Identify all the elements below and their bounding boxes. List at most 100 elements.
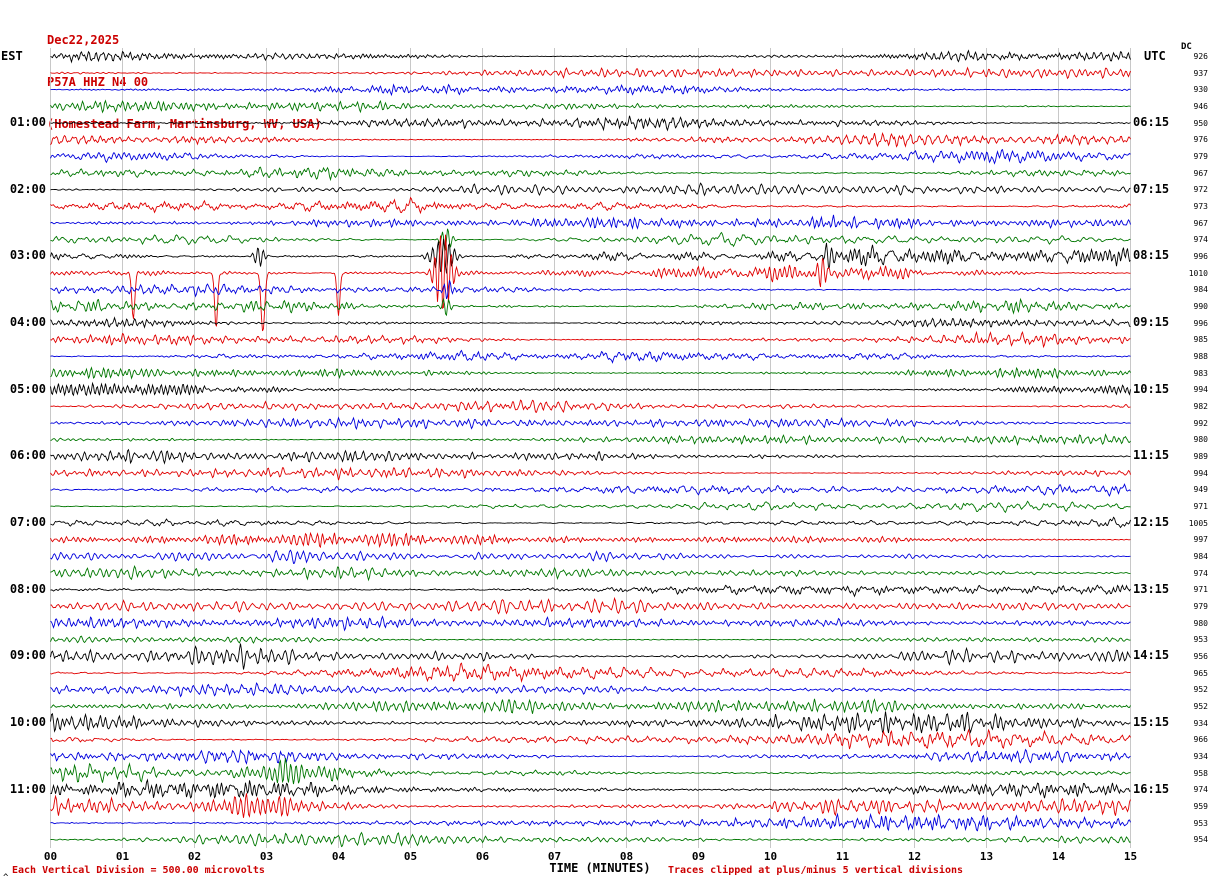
dc-value: 967 — [1193, 218, 1208, 228]
seismic-traces — [50, 49, 1131, 848]
dc-value: 1005 — [1188, 518, 1208, 528]
dc-value: 996 — [1193, 251, 1208, 261]
minute-tick-label: 01 — [115, 850, 130, 863]
trace-row — [50, 831, 1131, 848]
trace-row — [50, 793, 1131, 818]
dc-value: 996 — [1193, 318, 1208, 328]
trace-row — [50, 635, 1131, 644]
trace-row — [50, 238, 1131, 274]
utc-time-label: 10:15 — [1133, 381, 1170, 396]
minute-tick-label: 00 — [43, 850, 58, 863]
utc-time-label: 09:15 — [1133, 315, 1170, 329]
trace-row — [50, 758, 1131, 785]
dc-column-label: DC — [1181, 42, 1192, 52]
trace-row — [50, 182, 1131, 197]
utc-time-label: 14:15 — [1133, 648, 1170, 663]
est-time-label: 01:00 — [9, 115, 46, 129]
est-time-label: 09:00 — [9, 648, 46, 663]
dc-value: 974 — [1193, 235, 1208, 245]
trace-row — [50, 366, 1131, 380]
vertical-division-note: Each Vertical Division = 500.00 microvol… — [12, 865, 265, 876]
minute-tick-label: 03 — [259, 850, 274, 863]
x-axis-title: TIME (MINUTES) — [549, 861, 651, 875]
est-time-label: 03:00 — [9, 248, 46, 263]
minute-tick-label: 08 — [619, 850, 634, 863]
est-time-label: 04:00 — [9, 315, 46, 329]
minute-tick-label: 05 — [403, 850, 418, 863]
utc-time-label: 11:15 — [1133, 448, 1170, 463]
dc-value: 934 — [1193, 718, 1208, 728]
trace-row — [50, 214, 1131, 231]
left-timezone-label: EST — [1, 49, 23, 63]
dc-value: 952 — [1193, 685, 1208, 695]
minute-tick-label: 13 — [979, 850, 994, 863]
minute-tick-label: 04 — [331, 850, 346, 863]
trace-row — [50, 330, 1131, 349]
trace-row — [50, 564, 1131, 582]
trace-row — [50, 196, 1131, 215]
trace-row — [50, 812, 1131, 832]
est-time-label: 06:00 — [9, 448, 46, 463]
right-timezone-label: UTC — [1144, 49, 1166, 63]
trace-row — [50, 711, 1131, 734]
dc-value: 959 — [1193, 801, 1208, 811]
trace-row — [50, 416, 1131, 430]
minute-gridlines — [50, 48, 1131, 848]
clipping-note: Traces clipped at plus/minus 5 vertical … — [668, 865, 964, 876]
trace-row — [50, 297, 1131, 317]
utc-time-label: 07:15 — [1133, 181, 1170, 196]
trace-row — [50, 148, 1131, 165]
trace-row — [50, 399, 1131, 414]
dc-value: 930 — [1193, 85, 1208, 95]
est-time-label: 11:00 — [9, 781, 46, 796]
minute-tick-label: 02 — [187, 850, 202, 863]
minute-tick-label: 10 — [763, 850, 778, 863]
trace-row — [50, 448, 1131, 465]
trace-row — [50, 516, 1131, 529]
dc-value: 974 — [1193, 785, 1208, 795]
dc-value: 965 — [1193, 668, 1208, 678]
utc-time-label: 13:15 — [1133, 581, 1170, 596]
trace-row — [50, 234, 1131, 332]
dc-value: 937 — [1193, 68, 1208, 78]
header-date: Dec22,2025 — [47, 33, 120, 47]
trace-row — [50, 778, 1131, 799]
dc-value: 946 — [1193, 101, 1208, 111]
trace-row — [50, 596, 1131, 615]
trace-row — [50, 349, 1131, 364]
dc-value: 994 — [1193, 385, 1208, 395]
dc-value: 956 — [1193, 651, 1208, 661]
dc-value: 972 — [1193, 185, 1208, 195]
minute-tick-label: 14 — [1051, 850, 1066, 863]
minute-tick-label: 06 — [475, 850, 490, 863]
corner-mark: ^ — [3, 873, 9, 883]
trace-row — [50, 99, 1131, 114]
trace-row — [50, 728, 1131, 750]
trace-row — [50, 698, 1131, 715]
utc-time-label: 15:15 — [1133, 715, 1170, 729]
dc-value: 992 — [1193, 418, 1208, 428]
trace-row — [50, 166, 1131, 182]
dc-value: 953 — [1193, 818, 1208, 828]
utc-time-label: 12:15 — [1133, 515, 1170, 529]
dc-value: 979 — [1193, 151, 1208, 161]
dc-value: 973 — [1193, 201, 1208, 211]
utc-time-label: 06:15 — [1133, 115, 1170, 129]
minute-tick-label: 11 — [835, 850, 850, 863]
dc-value: 958 — [1193, 768, 1208, 778]
dc-value: 949 — [1193, 485, 1208, 495]
trace-row — [50, 584, 1131, 598]
minute-tick-label: 07 — [547, 850, 562, 863]
dc-value: 971 — [1193, 585, 1208, 595]
trace-row — [50, 132, 1131, 148]
est-time-label: 02:00 — [9, 181, 46, 196]
est-time-label: 10:00 — [9, 715, 46, 729]
dc-value: 984 — [1193, 285, 1208, 295]
header-station: P57A HHZ N4 00 — [47, 75, 149, 89]
trace-row — [50, 433, 1131, 446]
dc-value: 982 — [1193, 401, 1208, 411]
dc-value: 976 — [1193, 135, 1208, 145]
dc-value: 1010 — [1188, 268, 1208, 278]
dc-value: 966 — [1193, 735, 1208, 745]
trace-row — [50, 549, 1131, 564]
